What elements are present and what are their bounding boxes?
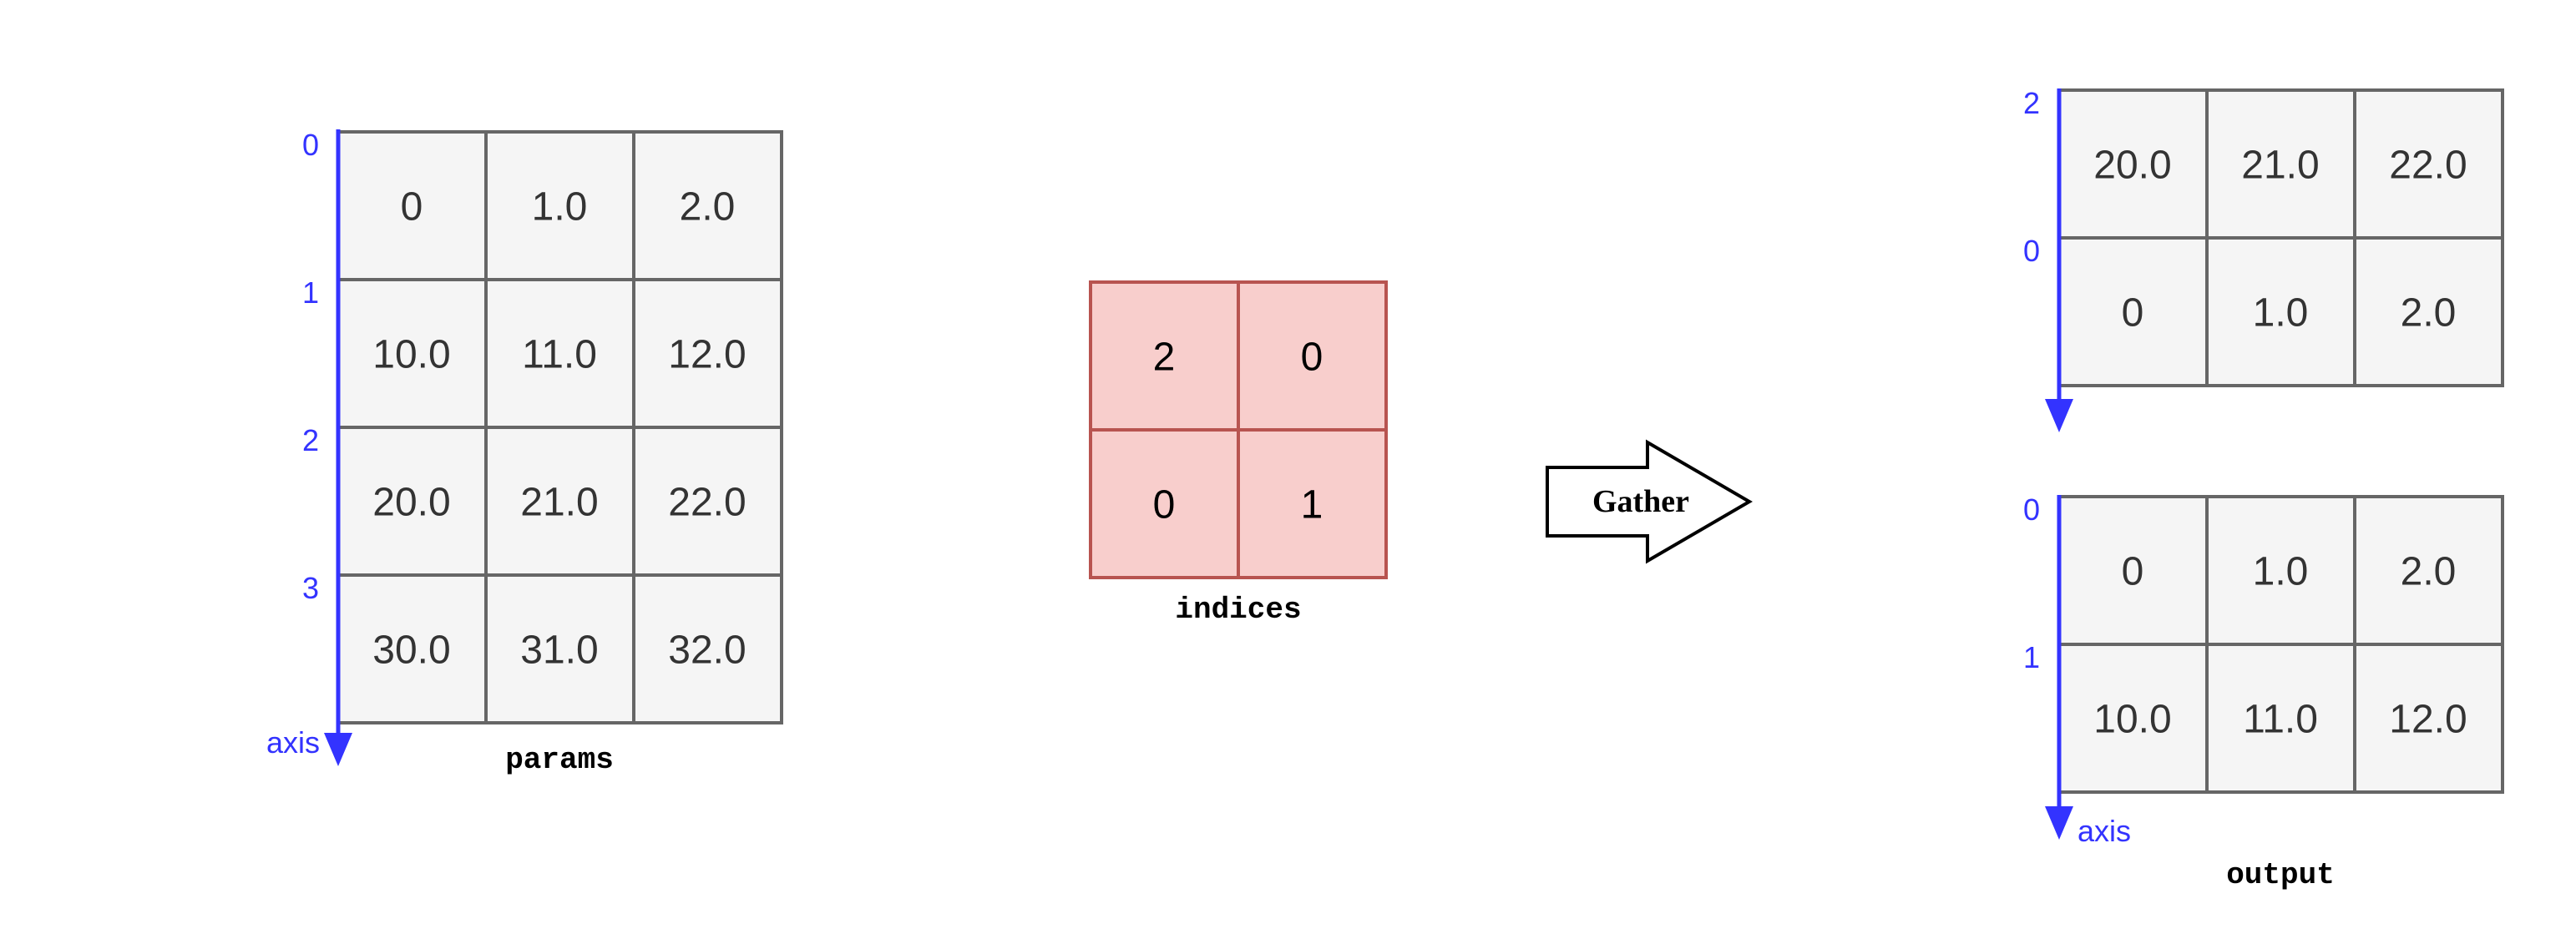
params-value: 10.0 <box>372 333 450 377</box>
params-value: 31.0 <box>520 629 598 673</box>
output-cell <box>2353 643 2504 794</box>
params-value: 2.0 <box>680 185 736 230</box>
params-value: 30.0 <box>372 629 450 673</box>
indices-value: 2 <box>1153 336 1176 380</box>
params-row-index: 2 <box>302 423 319 457</box>
params-row-index: 3 <box>302 571 319 605</box>
output-value: 0 <box>2122 550 2144 594</box>
indices-cell <box>1089 428 1240 579</box>
output-value: 1.0 <box>2253 550 2309 594</box>
params-value: 0 <box>401 185 423 230</box>
gather-label: Gather <box>1592 484 1689 519</box>
params-cell <box>632 278 783 429</box>
indices-value: 0 <box>1153 483 1176 528</box>
params-axis-arrow <box>324 129 352 766</box>
output-table-bottom: 0 1.0 2.0 10.0 11.0 12.0 <box>2057 495 2504 794</box>
output-value: 10.0 <box>2093 698 2171 742</box>
output-value: 12.0 <box>2389 698 2467 742</box>
output-cell <box>2205 643 2356 794</box>
params-axis-label: axis <box>266 725 320 760</box>
params-value: 32.0 <box>668 629 746 673</box>
output-row-index: 0 <box>2023 492 2040 527</box>
output-cell <box>2057 236 2209 387</box>
indices-value: 1 <box>1301 483 1323 528</box>
params-cell <box>337 130 488 281</box>
output-value: 2.0 <box>2401 550 2457 594</box>
indices-caption: indices <box>1175 593 1301 627</box>
output-value: 2.0 <box>2401 291 2457 336</box>
params-row-index: 0 <box>302 128 319 162</box>
output-row-index: 1 <box>2023 640 2040 674</box>
output-cell <box>2205 236 2356 387</box>
output-value: 11.0 <box>2243 698 2318 742</box>
params-value: 20.0 <box>372 481 450 525</box>
indices-table: 2 0 0 1 <box>1089 280 1388 579</box>
output-cell <box>2353 88 2504 240</box>
output-row-index: 2 <box>2023 86 2040 120</box>
output-bottom-axis-arrow <box>2045 495 2073 840</box>
output-top-axis-arrow <box>2045 88 2073 432</box>
params-cell <box>484 426 635 577</box>
params-value: 22.0 <box>668 481 746 525</box>
output-cell <box>2205 88 2356 240</box>
output-cell <box>2353 495 2504 646</box>
output-value: 1.0 <box>2253 291 2309 336</box>
output-cell <box>2057 643 2209 794</box>
output-value: 20.0 <box>2093 144 2171 188</box>
output-axis-label: axis <box>2078 814 2131 848</box>
output-caption: output <box>2226 858 2335 892</box>
params-value: 1.0 <box>532 185 588 230</box>
output-cell <box>2353 236 2504 387</box>
output-value: 22.0 <box>2389 144 2467 188</box>
params-cell <box>337 573 488 724</box>
params-value: 21.0 <box>520 481 598 525</box>
params-caption: params <box>505 743 614 777</box>
output-cell <box>2205 495 2356 646</box>
params-row-index: 1 <box>302 275 319 310</box>
params-value: 11.0 <box>522 333 597 377</box>
params-cell <box>484 130 635 281</box>
indices-cell <box>1237 428 1388 579</box>
indices-cell <box>1237 280 1388 432</box>
gather-arrow: Gather <box>1546 439 1753 564</box>
params-table: 0 1.0 2.0 10.0 11.0 12.0 20.0 21.0 22.0 … <box>337 130 783 724</box>
output-value: 21.0 <box>2241 144 2319 188</box>
params-value: 12.0 <box>668 333 746 377</box>
indices-value: 0 <box>1301 336 1323 380</box>
output-value: 0 <box>2122 291 2144 336</box>
params-cell <box>632 573 783 724</box>
output-table-top: 20.0 21.0 22.0 0 1.0 2.0 <box>2057 88 2504 387</box>
output-row-index: 0 <box>2023 234 2040 268</box>
